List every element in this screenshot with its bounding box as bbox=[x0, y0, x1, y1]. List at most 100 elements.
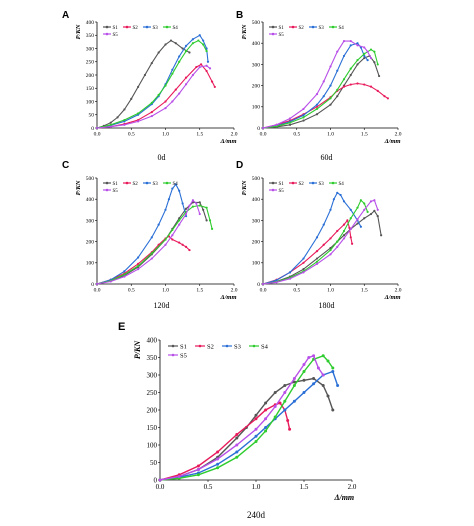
data-point-s4 bbox=[302, 116, 305, 119]
legend-label: S5 bbox=[279, 189, 285, 194]
data-point-s3 bbox=[331, 370, 335, 373]
data-point-s2 bbox=[178, 241, 181, 244]
data-point-s1 bbox=[378, 74, 381, 78]
chart-panel-e: E 0.0 0.5 1.0 1.5 2.0 0 50 100 150 200 250 300 350 400… bbox=[118, 321, 357, 520]
data-point-s2 bbox=[351, 242, 354, 245]
legend-marker bbox=[105, 32, 109, 36]
data-point-s4 bbox=[342, 78, 346, 81]
data-point-s4 bbox=[205, 50, 208, 53]
y-tick-label: 50 bbox=[89, 113, 95, 119]
data-point-s5 bbox=[275, 281, 278, 284]
data-point-s3 bbox=[329, 208, 332, 211]
x-tick-label: 0.0 bbox=[260, 288, 267, 294]
data-point-s3 bbox=[264, 426, 268, 429]
legend-marker bbox=[271, 188, 275, 192]
data-point-s4 bbox=[302, 370, 306, 373]
legend-label: S3 bbox=[234, 343, 241, 350]
data-point-s5 bbox=[329, 253, 332, 256]
data-point-s4 bbox=[205, 206, 208, 209]
data-point-s2 bbox=[356, 82, 359, 85]
x-tick-label: 2.0 bbox=[395, 288, 402, 294]
data-point-s4 bbox=[288, 121, 292, 124]
x-tick-label: 1.5 bbox=[300, 483, 309, 491]
data-point-s5 bbox=[302, 363, 306, 366]
data-point-s5 bbox=[322, 80, 325, 83]
legend-label: S5 bbox=[279, 33, 285, 38]
data-point-s1 bbox=[184, 207, 188, 210]
data-point-s4 bbox=[363, 202, 366, 205]
data-point-s5 bbox=[191, 73, 194, 77]
legend-marker bbox=[105, 181, 109, 185]
data-point-s4 bbox=[150, 252, 153, 255]
data-point-s5 bbox=[150, 257, 153, 260]
series-line-s2 bbox=[96, 235, 190, 285]
data-point-s4 bbox=[137, 112, 140, 115]
data-point-s3 bbox=[312, 382, 316, 386]
series-line-s2 bbox=[96, 63, 216, 129]
data-point-s2 bbox=[349, 236, 352, 239]
x-axis-title: Δ/mm bbox=[384, 294, 401, 301]
data-point-s5 bbox=[95, 126, 99, 130]
data-point-s1 bbox=[178, 217, 181, 220]
data-point-s1 bbox=[321, 384, 325, 387]
data-point-s3 bbox=[254, 434, 258, 438]
data-point-s2 bbox=[349, 83, 352, 86]
series-line-s4 bbox=[96, 205, 213, 285]
series-line-s3 bbox=[159, 370, 339, 481]
y-tick-label: 150 bbox=[147, 424, 158, 432]
data-point-s3 bbox=[322, 223, 325, 226]
y-tick-label: 400 bbox=[147, 336, 158, 344]
x-tick-label: 1.0 bbox=[162, 132, 169, 138]
x-axis-title: Δ/mm bbox=[220, 294, 237, 301]
data-point-s4 bbox=[208, 219, 212, 222]
data-point-s1 bbox=[143, 73, 147, 77]
data-point-s4 bbox=[329, 97, 332, 100]
data-point-s4 bbox=[264, 429, 268, 433]
panel-label: D bbox=[236, 160, 243, 171]
data-point-s3 bbox=[157, 223, 160, 226]
data-point-s3 bbox=[181, 202, 184, 205]
x-tick-label: 2.0 bbox=[348, 483, 357, 491]
series-line-s5 bbox=[262, 199, 379, 285]
data-point-s4 bbox=[157, 93, 160, 96]
series-line-s1 bbox=[159, 377, 334, 481]
data-point-s3 bbox=[366, 59, 369, 62]
data-point-s4 bbox=[235, 455, 239, 459]
data-point-s2 bbox=[315, 105, 319, 108]
data-point-s3 bbox=[167, 198, 171, 201]
legend-label: S2 bbox=[299, 26, 305, 31]
data-point-s4 bbox=[196, 473, 200, 477]
data-point-s5 bbox=[288, 117, 292, 120]
y-tick-label: 400 bbox=[252, 197, 261, 203]
y-tick-label: 300 bbox=[252, 62, 261, 68]
data-point-s4 bbox=[329, 248, 332, 252]
data-point-s1 bbox=[109, 121, 112, 124]
y-tick-label: 200 bbox=[86, 73, 95, 79]
data-point-s3 bbox=[206, 60, 210, 63]
legend-marker bbox=[105, 25, 109, 29]
data-point-s3 bbox=[363, 54, 366, 58]
data-point-s4 bbox=[109, 123, 112, 126]
data-point-s4 bbox=[191, 205, 194, 208]
data-point-s2 bbox=[213, 85, 216, 89]
data-point-s5 bbox=[349, 39, 352, 43]
data-point-s3 bbox=[174, 183, 177, 186]
data-point-s1 bbox=[283, 384, 287, 387]
y-axis-title: P/KN bbox=[241, 24, 248, 39]
data-point-s5 bbox=[356, 218, 359, 221]
data-point-s5 bbox=[158, 478, 162, 482]
legend-marker bbox=[291, 25, 295, 29]
data-point-s2 bbox=[264, 408, 268, 412]
data-point-s5 bbox=[369, 200, 373, 203]
legend-label: S5 bbox=[113, 33, 119, 38]
data-point-s2 bbox=[346, 219, 349, 222]
data-point-s4 bbox=[150, 101, 153, 104]
data-point-s1 bbox=[331, 408, 335, 412]
data-point-s1 bbox=[202, 208, 205, 211]
legend-marker bbox=[105, 188, 109, 192]
data-point-s5 bbox=[366, 50, 369, 53]
data-point-s4 bbox=[336, 240, 339, 243]
chart-panel-c: C 0.0 0.5 1.0 1.5 2.0 0 100 200 300 400 500 Δ/mm P/KN… bbox=[62, 160, 238, 310]
data-point-s1 bbox=[363, 217, 366, 220]
